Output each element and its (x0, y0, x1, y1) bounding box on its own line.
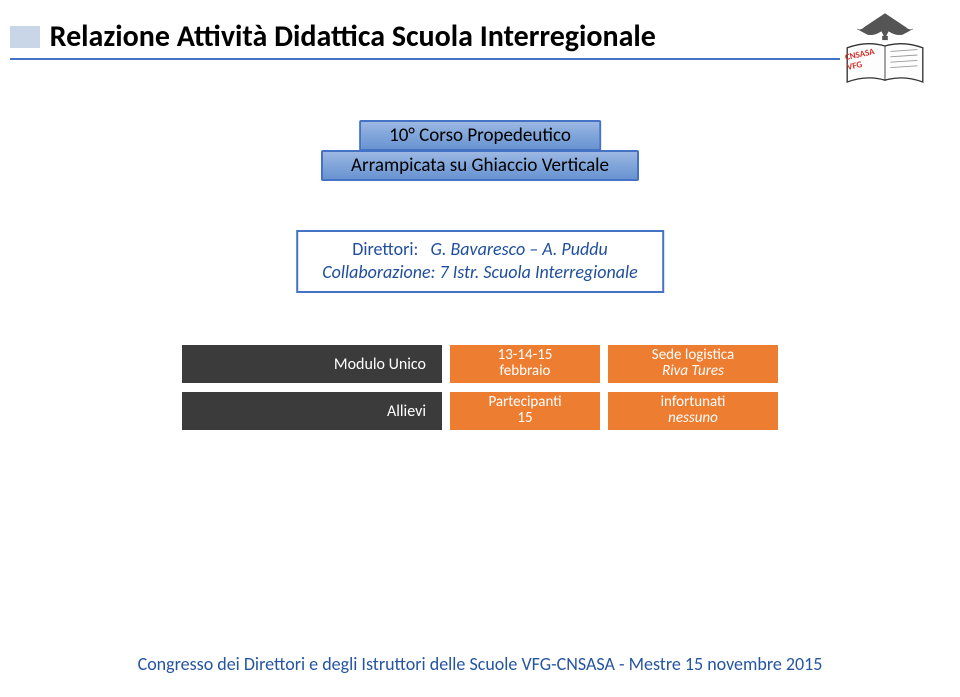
dates-bottom: febbraio (500, 364, 551, 380)
course-title-box: 10° Corso Propedeutico (359, 120, 601, 151)
title-accent-block (10, 26, 40, 48)
course-line1: 10° Corso Propedeutico (389, 124, 571, 147)
course-line2: Arrampicata su Ghiaccio Verticale (351, 154, 609, 177)
participants-cell: Partecipanti 15 (450, 392, 600, 430)
directors-names: G. Bavaresco – A. Puddu (431, 238, 608, 260)
students-row: Allievi Partecipanti 15 infortunati ness… (182, 392, 778, 430)
module-dates: 13-14-15 febbraio (450, 345, 600, 383)
book-icon: CNSASA VFG (840, 36, 930, 92)
directors-line: Direttori: G. Bavaresco – A. Puddu (322, 238, 638, 261)
injuries-value: nessuno (668, 411, 718, 427)
course-subtitle-box: Arrampicata su Ghiaccio Verticale (321, 150, 639, 181)
page-title: Relazione Attività Didattica Scuola Inte… (50, 18, 656, 55)
logo: CNSASA VFG (830, 6, 940, 106)
participants-count: 15 (517, 411, 532, 427)
students-label: Allievi (182, 392, 442, 430)
directors-box: Direttori: G. Bavaresco – A. Puddu Colla… (296, 230, 664, 293)
title-row: Relazione Attività Didattica Scuola Inte… (10, 18, 840, 55)
module-row: Modulo Unico 13-14-15 febbraio Sede logi… (182, 345, 778, 383)
directors-label: Direttori: (352, 238, 418, 260)
footer-text: Congresso dei Direttori e degli Istrutto… (0, 653, 960, 675)
location-value: Riva Tures (662, 364, 724, 380)
collaboration-line: Collaborazione: 7 Istr. Scuola Interregi… (322, 261, 638, 284)
module-label: Modulo Unico (182, 345, 442, 383)
module-location: Sede logistica Riva Tures (608, 345, 778, 383)
injuries-cell: infortunati nessuno (608, 392, 778, 430)
title-underline (10, 58, 840, 60)
